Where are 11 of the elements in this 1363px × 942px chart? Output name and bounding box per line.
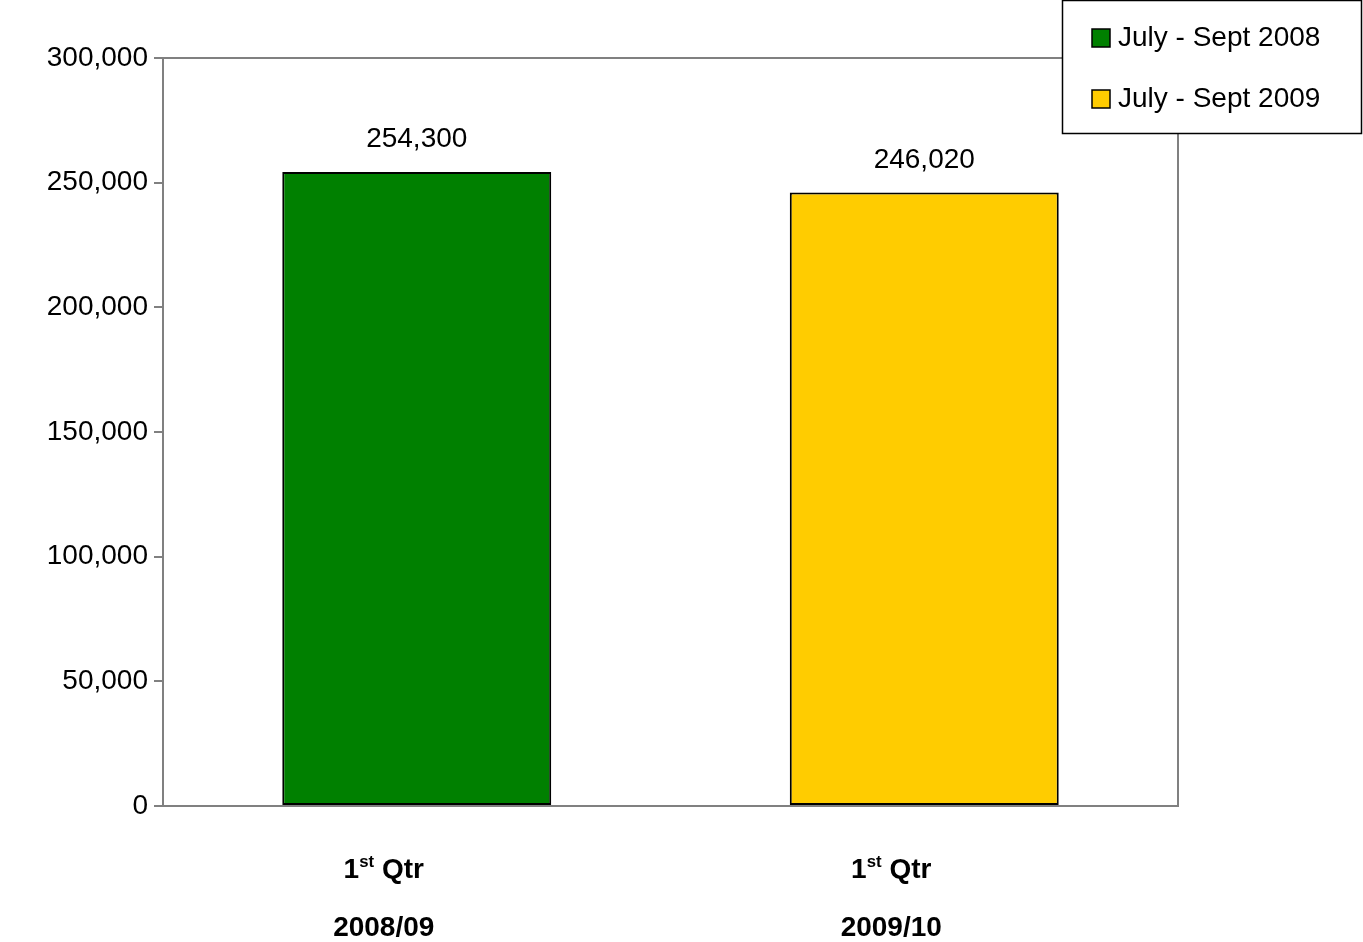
data-label: 246,020 <box>873 142 975 174</box>
y-tick-label: 150,000 <box>46 414 148 446</box>
y-tick-label: 250,000 <box>46 165 148 197</box>
legend-label: July - Sept 2008 <box>1118 20 1321 52</box>
y-tick-label: 200,000 <box>46 290 148 322</box>
y-tick-label: 50,000 <box>62 664 148 696</box>
y-tick-label: 300,000 <box>46 40 148 72</box>
y-tick-label: 100,000 <box>46 539 148 571</box>
data-label: 254,300 <box>366 121 468 153</box>
y-tick-label: 0 <box>132 788 148 820</box>
legend-label: July - Sept 2009 <box>1118 81 1321 113</box>
